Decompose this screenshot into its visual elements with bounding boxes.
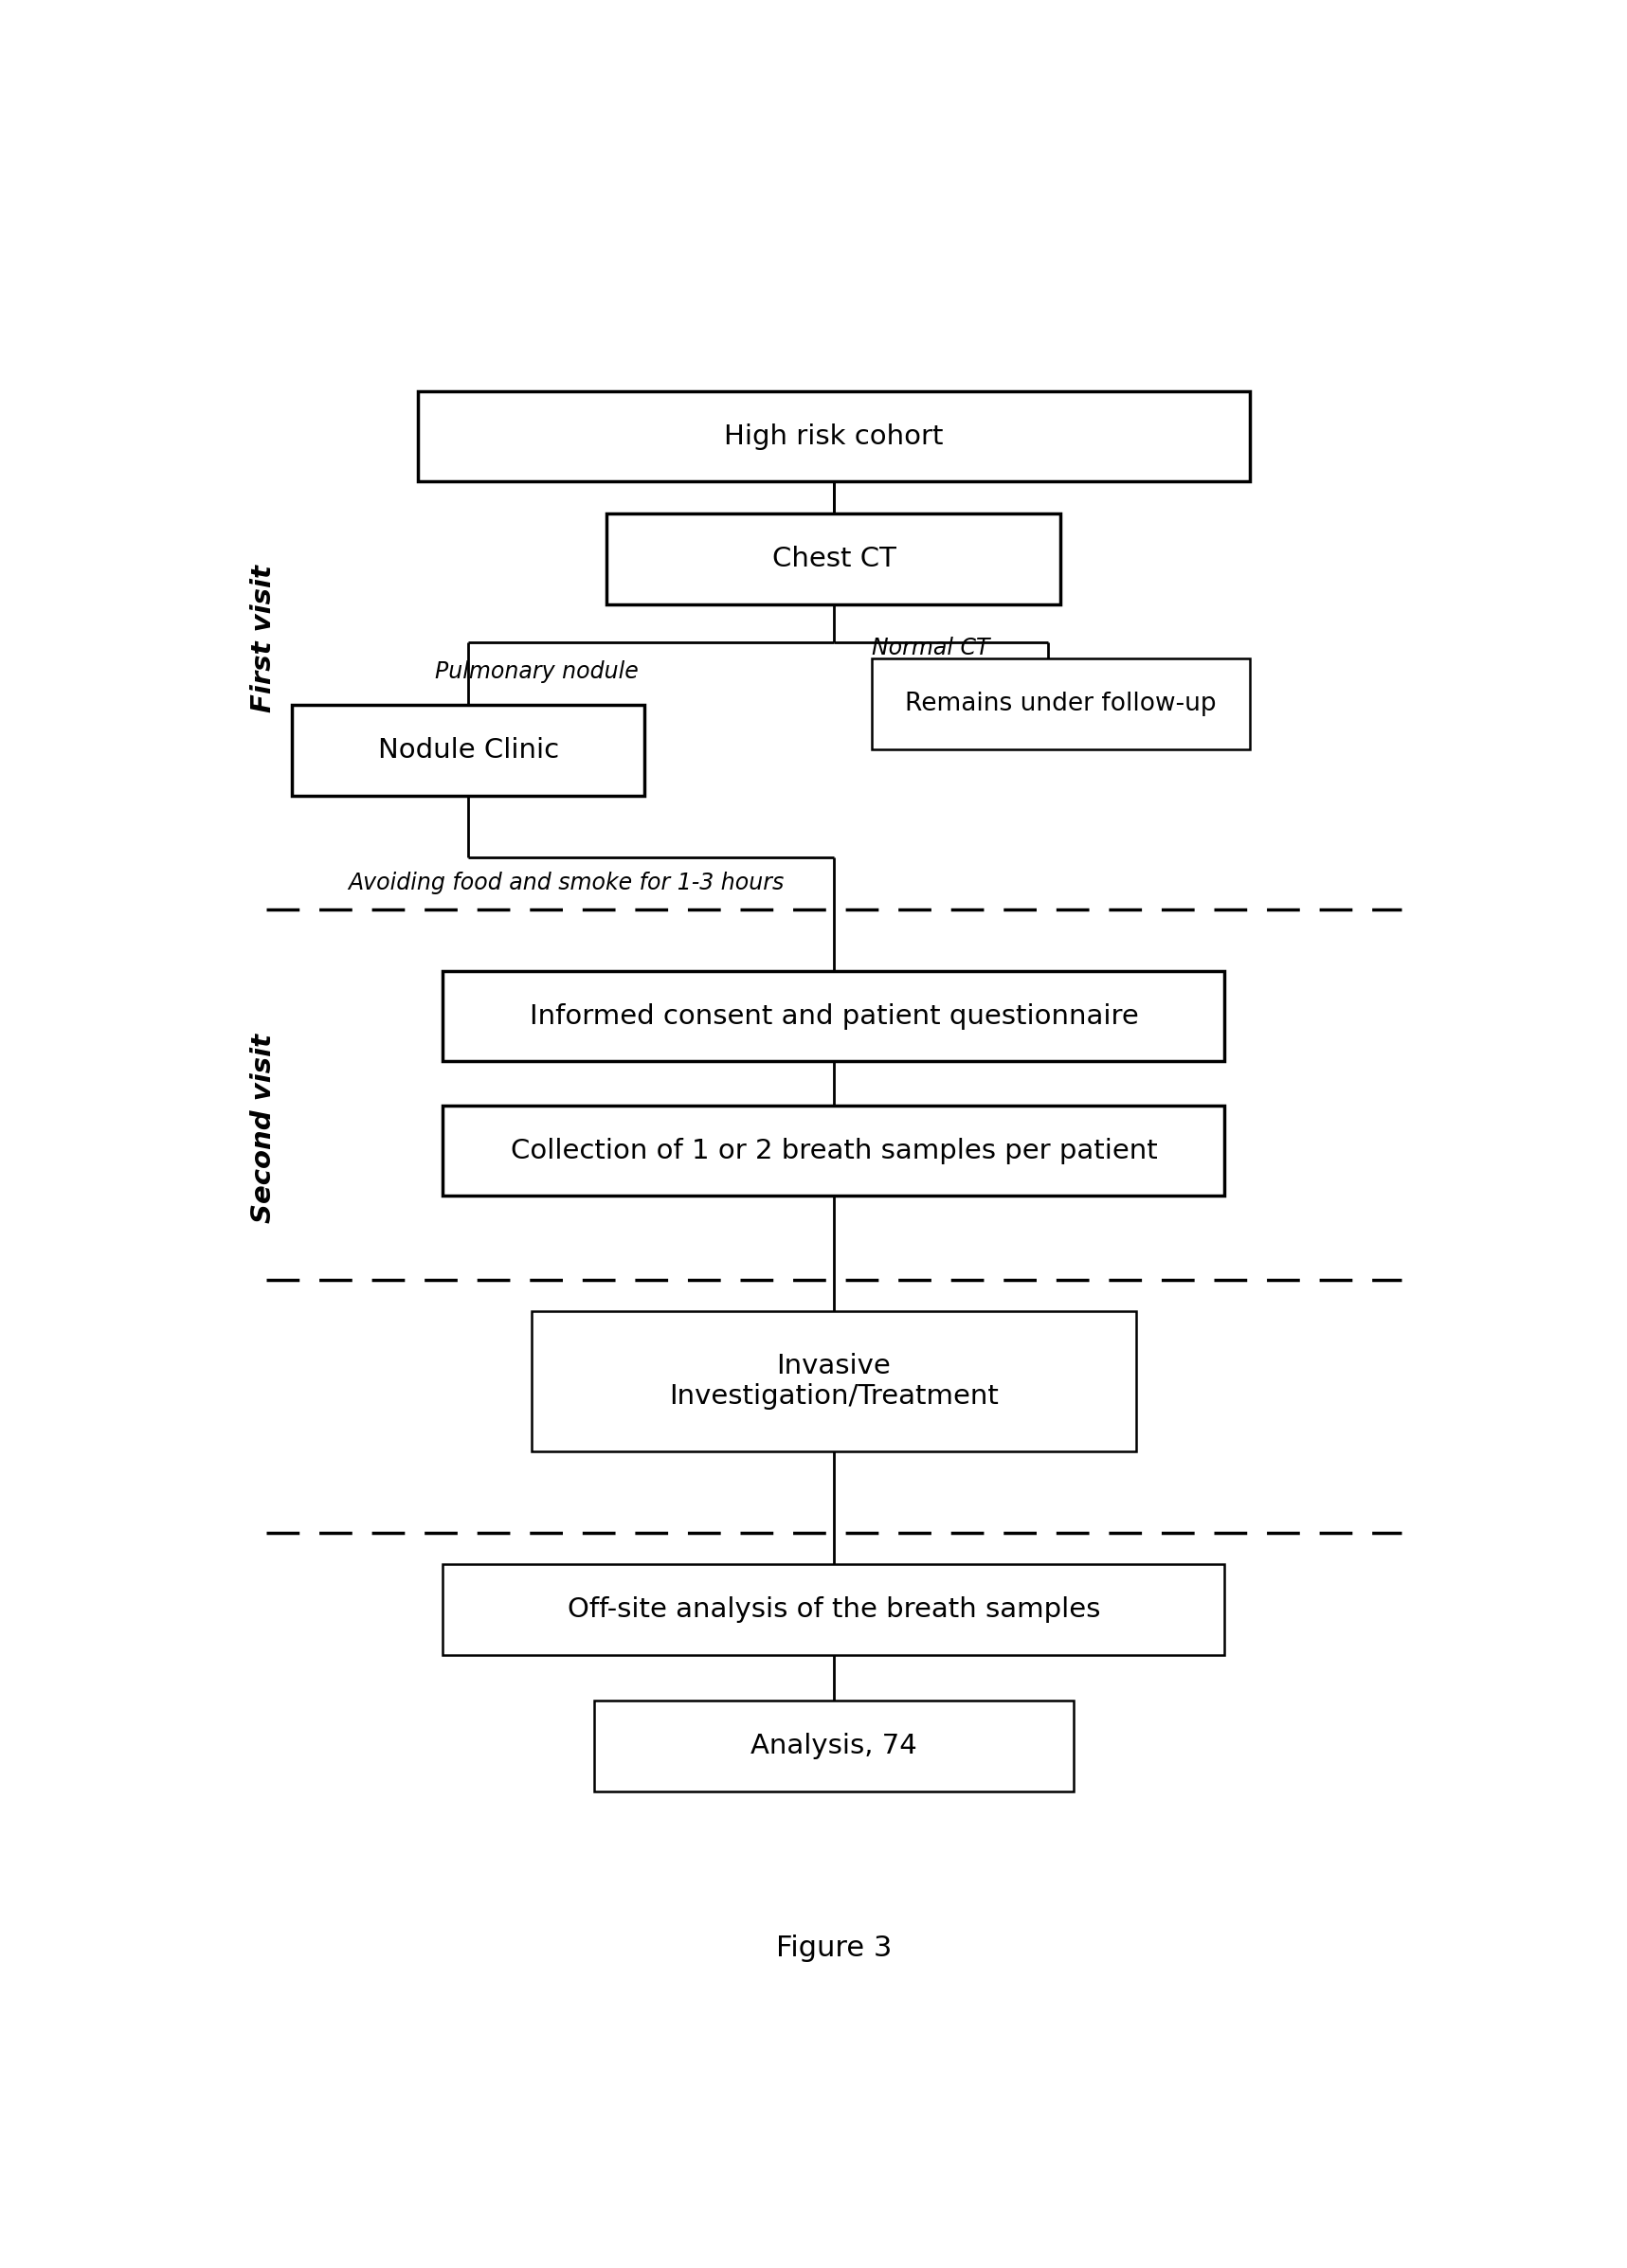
FancyBboxPatch shape	[530, 1311, 1136, 1452]
Text: Analysis, 74: Analysis, 74	[750, 1733, 918, 1760]
FancyBboxPatch shape	[594, 1701, 1074, 1792]
Text: Normal CT: Normal CT	[872, 637, 989, 660]
FancyBboxPatch shape	[607, 513, 1061, 603]
FancyBboxPatch shape	[443, 971, 1225, 1061]
Text: Informed consent and patient questionnaire: Informed consent and patient questionnai…	[529, 1002, 1139, 1030]
FancyBboxPatch shape	[443, 1105, 1225, 1195]
Text: Collection of 1 or 2 breath samples per patient: Collection of 1 or 2 breath samples per …	[511, 1136, 1157, 1163]
Text: Off-site analysis of the breath samples: Off-site analysis of the breath samples	[568, 1597, 1100, 1624]
Text: Second visit: Second visit	[251, 1034, 277, 1222]
FancyBboxPatch shape	[291, 705, 644, 796]
Text: First visit: First visit	[251, 565, 277, 712]
FancyBboxPatch shape	[418, 390, 1250, 481]
Text: Chest CT: Chest CT	[771, 544, 896, 572]
Text: Pulmonary nodule: Pulmonary nodule	[434, 660, 638, 683]
Text: High risk cohort: High risk cohort	[724, 424, 944, 449]
FancyBboxPatch shape	[872, 658, 1250, 748]
Text: Figure 3: Figure 3	[776, 1935, 892, 1962]
Text: Avoiding food and smoke for 1-3 hours: Avoiding food and smoke for 1-3 hours	[348, 871, 784, 896]
FancyBboxPatch shape	[443, 1565, 1225, 1656]
Text: Remains under follow-up: Remains under follow-up	[905, 692, 1217, 717]
Text: Invasive
Investigation/Treatment: Invasive Investigation/Treatment	[669, 1352, 999, 1411]
Text: Nodule Clinic: Nodule Clinic	[377, 737, 558, 764]
